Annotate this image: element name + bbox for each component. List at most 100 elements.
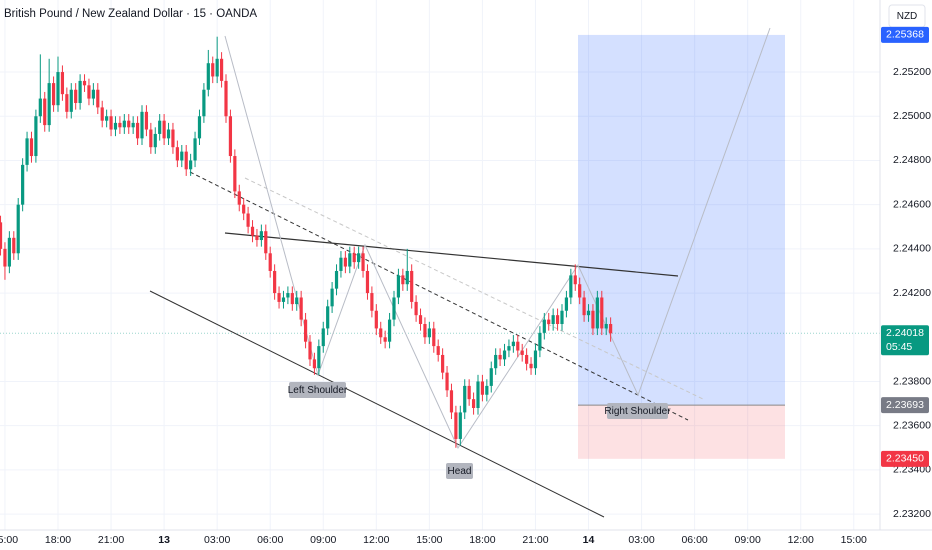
candle-body [127, 120, 131, 128]
neckline [224, 232, 679, 277]
candle-body [569, 275, 573, 298]
x-tick-label: 21:00 [522, 534, 548, 546]
candle-body [286, 293, 290, 298]
candle-body [153, 133, 157, 148]
candle-body [74, 89, 78, 103]
candle-body [0, 222, 3, 249]
candle-body [600, 297, 604, 329]
candle-body [387, 319, 392, 342]
candle-body [7, 237, 11, 267]
price-label: 2.23450 [886, 453, 924, 465]
y-tick-label: 2.23200 [893, 508, 931, 520]
price-label-bg [881, 26, 929, 43]
channel-upper [189, 171, 689, 421]
candle-body [449, 390, 454, 413]
candle-body [25, 138, 29, 165]
candle-body [246, 213, 250, 227]
candle-body [494, 354, 498, 369]
y-tick-label: 2.25200 [893, 66, 931, 78]
price-label: 2.23693 [886, 399, 924, 411]
candle-body [317, 346, 321, 369]
annotation: Right Shoulder [604, 406, 671, 417]
axes: 2.25200 2.25000 2.24800 2.24600 2.24400 2.242… [0, 26, 931, 546]
candle-body [445, 372, 449, 391]
candle-body [38, 98, 42, 117]
candle-body [463, 385, 467, 413]
candle-body [365, 270, 370, 294]
candle-body [476, 381, 480, 408]
candle-body [609, 324, 613, 334]
candle-body [166, 129, 171, 139]
candle-body [321, 328, 325, 347]
candle-body [348, 253, 352, 267]
candle-body [87, 85, 91, 99]
faint-trend [244, 177, 706, 401]
candle-body [312, 359, 317, 369]
candle-body [47, 83, 51, 126]
candle-body [65, 94, 69, 112]
candle-body [392, 297, 396, 320]
candle-body [264, 231, 268, 254]
annotations: Left Shoulder Head Right Shoulder [288, 382, 671, 479]
candle-body [357, 253, 361, 263]
candle-body [109, 116, 113, 130]
candle-body [542, 319, 546, 333]
candle-body [211, 63, 215, 77]
y-tick-label: 2.25000 [893, 110, 931, 122]
target-zone [578, 34, 785, 406]
x-tick-label: 03:00 [204, 534, 230, 546]
x-tick-label: 06:00 [681, 534, 707, 546]
x-tick-label: 15:00 [416, 534, 442, 546]
x-tick-label: 03:00 [628, 534, 654, 546]
candle-body [144, 111, 149, 130]
candle-body [498, 354, 502, 360]
candle-body [586, 310, 591, 316]
candle-body [277, 293, 281, 302]
candle-body [51, 83, 56, 106]
price-label-bg [881, 450, 929, 467]
candle-body [21, 164, 25, 205]
candle-body [361, 253, 365, 271]
candle-body [162, 120, 166, 139]
candle-body [43, 98, 47, 126]
candle-body [339, 257, 343, 271]
currency[interactable]: NZD [897, 11, 918, 22]
price-label-bg [881, 397, 929, 414]
x-tick-label: 15:00 [841, 534, 867, 546]
candle-body [91, 89, 95, 99]
candle-body [171, 129, 175, 148]
candle-body [180, 151, 184, 161]
candle-body [268, 253, 272, 271]
candle-body [149, 129, 153, 148]
candle-body [290, 293, 294, 305]
candle-body [436, 346, 440, 355]
candle-body [379, 328, 383, 338]
candle-body [56, 72, 60, 106]
candle-body [502, 350, 507, 360]
candle-body [427, 328, 431, 338]
candle-body [551, 315, 555, 325]
candle-body [560, 310, 564, 325]
candle-body [458, 412, 462, 439]
annotation: Head [448, 466, 472, 477]
candle-body [206, 63, 210, 90]
candle-body [189, 160, 193, 170]
candle-body [281, 297, 286, 302]
x-tick-label: 13 [158, 534, 170, 546]
candle-body [228, 116, 233, 157]
channel-lower [149, 290, 605, 518]
candle-body [193, 138, 197, 161]
candle-body [78, 80, 82, 103]
x-tick-label: 18:00 [469, 534, 495, 546]
candle-body [197, 116, 202, 139]
price-label: 2.25368 [886, 29, 924, 41]
candle-body [308, 341, 312, 360]
candle-body [122, 120, 126, 128]
candle-body [410, 270, 414, 302]
candle-body [184, 151, 188, 170]
candle-body [591, 310, 595, 329]
candle-body [16, 204, 20, 254]
candle-body [326, 306, 330, 329]
candle-body [467, 385, 471, 400]
